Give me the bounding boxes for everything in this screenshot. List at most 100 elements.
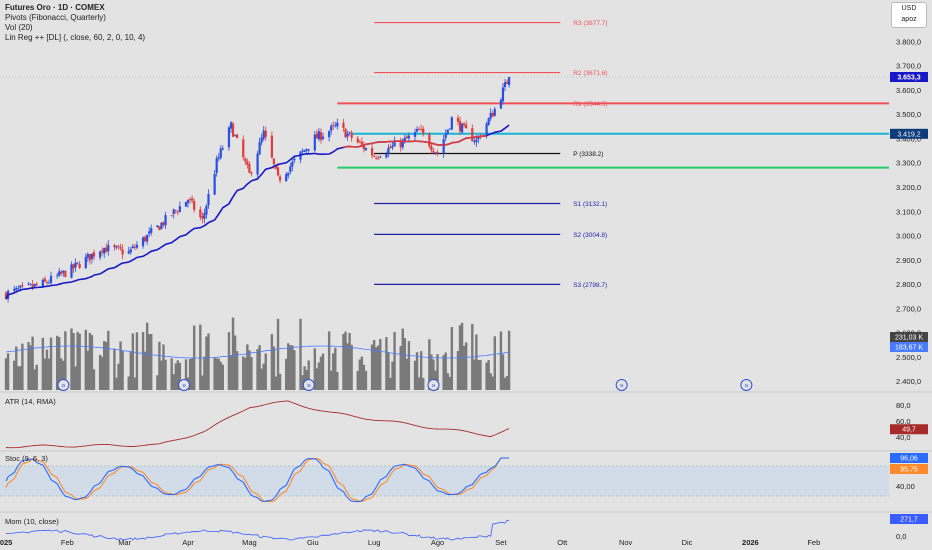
indicator-pivots[interactable]: Pivots (Fibonacci, Quarterly): [5, 13, 106, 22]
symbol-title[interactable]: Futures Oro · 1D · COMEX: [5, 3, 105, 12]
volume-bar: [27, 341, 30, 390]
volume-bar: [264, 353, 267, 390]
volume-bar: [64, 331, 67, 390]
candle-body: [199, 209, 202, 218]
volume-bar: [489, 373, 492, 390]
volume-bar: [203, 356, 206, 390]
volume-bar: [448, 376, 451, 390]
volume-bar: [401, 328, 404, 390]
volume-bar: [479, 360, 482, 390]
candle-body: [217, 157, 220, 159]
candle-body: [332, 124, 335, 126]
candle-body: [260, 137, 263, 143]
volume-bar: [98, 354, 102, 390]
candle-body: [313, 134, 316, 151]
volume-value-label: 183,67 K: [895, 345, 923, 352]
price-tick-label: 3.200,0: [896, 183, 921, 192]
volume-bar: [464, 342, 468, 390]
candle-body: [150, 228, 153, 233]
price-tick-label: 3.800,0: [896, 37, 921, 46]
indicator-volume[interactable]: Vol (20): [5, 23, 33, 32]
candle-body: [407, 135, 410, 139]
volume-bar: [246, 344, 249, 390]
candle-body: [364, 148, 368, 151]
candle-body: [107, 244, 110, 252]
volume-bar: [360, 356, 364, 390]
regression-segment: [343, 134, 487, 149]
volume-bar: [129, 351, 132, 390]
replay-marker-glyph: »: [432, 383, 436, 390]
volume-bar: [199, 324, 202, 390]
candle-body: [370, 147, 374, 156]
price-tick-label: 3.000,0: [896, 232, 921, 241]
currency-selector[interactable]: USD apoz: [891, 2, 927, 28]
replay-marker-icon: [178, 379, 191, 391]
candle-body: [375, 157, 378, 159]
atr-tick-label: 40,0: [896, 433, 911, 442]
candle-body: [432, 150, 435, 153]
volume-bar: [262, 363, 265, 390]
candle-body: [105, 247, 108, 253]
candle-body: [127, 251, 130, 254]
volume-bar: [84, 329, 87, 390]
mom-pane-title[interactable]: Mom (10, close): [5, 517, 59, 526]
volume-bar: [100, 356, 104, 390]
candle-body: [362, 144, 366, 150]
volume-bar: [477, 360, 480, 390]
volume-bar: [86, 350, 90, 390]
candle-body: [45, 281, 49, 283]
atr-line: [5, 400, 510, 449]
time-tick-label: Ago: [431, 538, 444, 547]
candle-body: [35, 283, 38, 286]
candle-body: [403, 137, 406, 141]
candle-body: [19, 285, 22, 288]
last-price-badge: [890, 72, 928, 83]
candle-body: [115, 246, 118, 248]
candle-body: [231, 123, 235, 137]
candle-body: [99, 251, 102, 258]
volume-bar: [391, 361, 394, 390]
time-tick-label: Lug: [368, 538, 381, 547]
volume-bar: [78, 333, 81, 390]
volume-bar: [135, 332, 139, 390]
volume-bar: [432, 359, 435, 390]
candle-body: [13, 289, 16, 291]
candle-body: [344, 128, 347, 138]
price-tick-label: 3.100,0: [896, 207, 921, 216]
candle-body: [487, 118, 490, 125]
candle-body: [58, 271, 61, 276]
volume-value-badge: [890, 342, 928, 352]
atr-value-label: 49,7: [902, 427, 916, 434]
volume-bar: [6, 353, 10, 390]
stoch-pane-title[interactable]: Stoc (9, 6, 3): [5, 454, 48, 463]
candle-body: [493, 108, 496, 116]
time-tick-label: Feb: [807, 538, 820, 547]
indicator-linreg[interactable]: Lin Reg ++ [DL] (, close, 60, 2, 0, 10, …: [5, 33, 146, 42]
volume-bar: [462, 345, 466, 390]
candle-body: [184, 201, 188, 207]
chart-legend: Futures Oro · 1D · COMEX Pivots (Fibonac…: [5, 3, 145, 43]
volume-bar: [160, 360, 163, 390]
atr-pane-title[interactable]: ATR (14, RMA): [5, 397, 56, 406]
candle-body: [76, 262, 79, 264]
candle-body: [191, 198, 194, 201]
volume-bar: [473, 359, 476, 390]
candle-body: [186, 200, 190, 204]
candle-body: [270, 135, 273, 158]
price-tick-label: 2.800,0: [896, 280, 921, 289]
volume-value-label: 231,03 K: [895, 335, 923, 342]
volume-bar: [284, 358, 288, 390]
volume-bar: [133, 377, 137, 390]
volume-bar: [387, 352, 390, 390]
volume-bar: [491, 376, 494, 390]
candle-body: [289, 166, 292, 172]
candle-body: [207, 193, 210, 206]
volume-bar: [505, 376, 509, 390]
volume-bar: [55, 335, 59, 390]
volume-bar: [256, 349, 259, 390]
volume-bar: [244, 357, 247, 390]
volume-bar: [291, 345, 294, 390]
volume-bar: [293, 350, 296, 390]
